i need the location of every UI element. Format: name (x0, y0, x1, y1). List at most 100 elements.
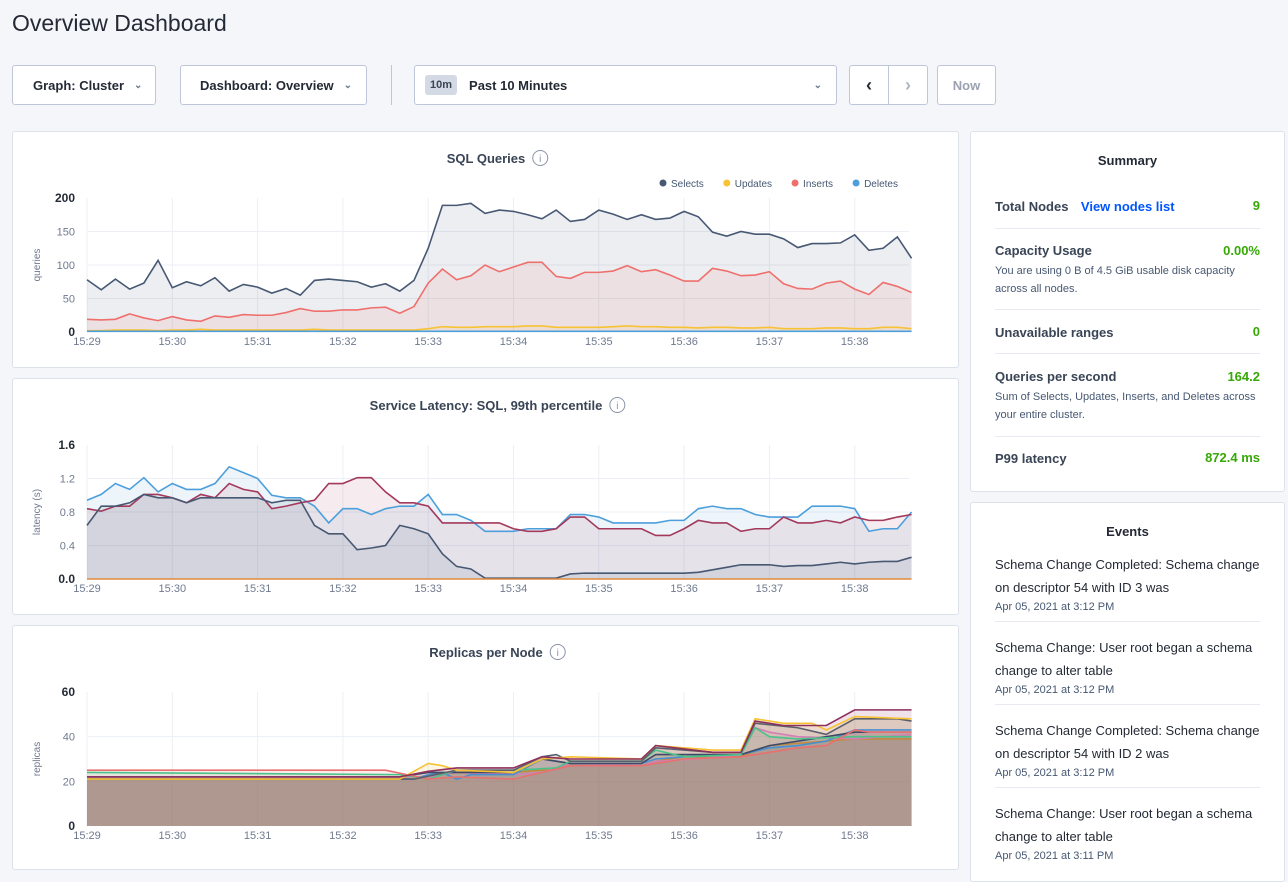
time-range-select[interactable]: 10m Past 10 Minutes ⌄ (414, 65, 837, 105)
capacity-description: You are using 0 B of 4.5 GiB usable disk… (995, 265, 1235, 295)
chart-title: Replicas per Node (429, 645, 542, 660)
series-area (87, 727, 912, 826)
legend-item[interactable]: Selects (659, 179, 704, 190)
y-tick-label: 60 (62, 685, 76, 699)
x-tick-label: 15:31 (244, 583, 272, 595)
next-button[interactable]: › (888, 65, 928, 105)
event-date: Apr 05, 2021 at 3:12 PM (995, 601, 1115, 613)
x-tick-label: 15:37 (756, 336, 784, 348)
event-date: Apr 05, 2021 at 3:11 PM (995, 850, 1114, 862)
legend-item[interactable]: Inserts (791, 179, 834, 190)
series-area (87, 262, 912, 332)
divider (391, 65, 392, 105)
y-tick-label: 150 (57, 227, 75, 239)
x-tick-label: 15:38 (841, 336, 869, 348)
chevron-down-icon: ⌄ (343, 79, 353, 91)
graph-select-label: Graph: Cluster (33, 77, 125, 93)
p99-label: P99 latency (995, 451, 1067, 466)
x-tick-label: 15:36 (670, 830, 698, 842)
x-tick-label: 15:37 (756, 830, 784, 842)
series-line-6 (87, 718, 912, 780)
event-text: Schema Change: User root began a schema … (995, 806, 1253, 844)
view-nodes-link[interactable]: View nodes list (1080, 199, 1175, 214)
legend-item[interactable]: Deletes (852, 179, 898, 190)
series-line-1 (86, 476, 912, 537)
x-tick-label: 15:34 (500, 336, 528, 348)
summary-qps: Queries per second 164.2 Sum of Selects,… (995, 369, 1260, 437)
x-tick-label: 15:34 (500, 830, 528, 842)
x-tick-label: 15:36 (670, 336, 698, 348)
x-tick-label: 15:31 (244, 336, 272, 348)
x-tick-label: 15:32 (329, 336, 357, 348)
previous-button[interactable]: ‹ (849, 65, 889, 105)
info-icon[interactable]: i (532, 150, 549, 166)
qps-label: Queries per second (995, 369, 1117, 384)
replicas-per-node-chart: Replicas per Node i 15:29 15:30 15:31 15:32 15… (12, 625, 959, 870)
series-line-8 (87, 709, 912, 778)
series-line-selects (86, 202, 913, 297)
event-text: Schema Change: User root began a schema … (995, 640, 1253, 678)
x-tick-label: 15:34 (500, 583, 528, 595)
series-area (87, 716, 912, 826)
events-title: Events (1106, 524, 1149, 539)
series-area (87, 494, 912, 579)
svg-text:Deletes: Deletes (864, 179, 898, 190)
series-area (87, 203, 912, 332)
y-tick-label: 0.0 (58, 572, 75, 586)
capacity-label: Capacity Usage (995, 243, 1092, 258)
series-line-5 (87, 729, 912, 780)
graph-select[interactable]: Graph: Cluster ⌄ (12, 65, 156, 105)
x-tick-label: 15:33 (414, 336, 442, 348)
x-tick-label: 15:31 (244, 830, 272, 842)
svg-text:Inserts: Inserts (803, 179, 833, 190)
y-tick-label: 0 (68, 325, 75, 339)
time-badge: 10m (425, 75, 458, 95)
event-text: Schema Change Completed: Schema change o… (995, 557, 1260, 595)
sql-queries-chart: SQL Queries i 15:29 15:30 15:31 15:32 15:33 15:… (12, 131, 959, 368)
total-nodes-label: Total Nodes (995, 199, 1069, 214)
service-latency-chart: Service Latency: SQL, 99th percentile i 15… (12, 378, 959, 615)
summary-panel: Summary Total Nodes View nodes list 9 Ca… (970, 131, 1285, 492)
event-text: Schema Change Completed: Schema change o… (995, 723, 1260, 761)
chevron-right-icon: › (905, 74, 911, 95)
series-line-inserts (86, 261, 912, 323)
summary-total-nodes: Total Nodes View nodes list 9 (995, 198, 1260, 229)
y-axis-label: latency (s) (32, 489, 43, 535)
qps-description: Sum of Selects, Updates, Inserts, and De… (995, 391, 1256, 421)
dashboard-select[interactable]: Dashboard: Overview ⌄ (180, 65, 367, 105)
svg-text:i: i (539, 154, 541, 165)
dashboard-select-label: Dashboard: Overview (200, 77, 334, 93)
event-item[interactable]: Schema Change: User root began a schema … (995, 802, 1260, 870)
time-range-label: Past 10 Minutes (469, 77, 568, 93)
y-tick-label: 200 (55, 191, 75, 205)
series-line-updates (87, 325, 912, 332)
x-tick-label: 15:29 (73, 583, 101, 595)
capacity-value: 0.00% (1223, 243, 1260, 258)
x-tick-label: 15:38 (841, 583, 869, 595)
y-axis-label: replicas (32, 742, 43, 776)
summary-unavailable-ranges: Unavailable ranges 0 (995, 324, 1260, 354)
series-line-0 (86, 465, 913, 533)
x-tick-label: 15:30 (159, 336, 187, 348)
x-tick-label: 15:29 (73, 830, 101, 842)
legend-item[interactable]: Updates (723, 179, 772, 190)
p99-value: 872.4 ms (1205, 450, 1260, 465)
y-tick-label: 20 (63, 776, 75, 788)
event-item[interactable]: Schema Change: User root began a schema … (995, 636, 1260, 705)
y-tick-label: 0.4 (60, 541, 75, 553)
info-icon[interactable]: i (549, 644, 566, 660)
x-tick-label: 15:33 (414, 583, 442, 595)
chevron-left-icon: ‹ (866, 74, 872, 95)
y-tick-label: 0 (68, 819, 75, 833)
page-title: Overview Dashboard (12, 10, 227, 36)
x-tick-label: 15:29 (73, 336, 101, 348)
y-axis-label: queries (32, 249, 43, 282)
info-icon[interactable]: i (609, 397, 626, 413)
event-date: Apr 05, 2021 at 3:12 PM (995, 767, 1115, 779)
unavailable-ranges-label: Unavailable ranges (995, 325, 1114, 340)
event-item[interactable]: Schema Change Completed: Schema change o… (995, 553, 1260, 622)
x-tick-label: 15:32 (329, 583, 357, 595)
event-item[interactable]: Schema Change Completed: Schema change o… (995, 719, 1260, 788)
now-button[interactable]: Now (937, 65, 996, 105)
y-tick-label: 100 (57, 260, 75, 272)
